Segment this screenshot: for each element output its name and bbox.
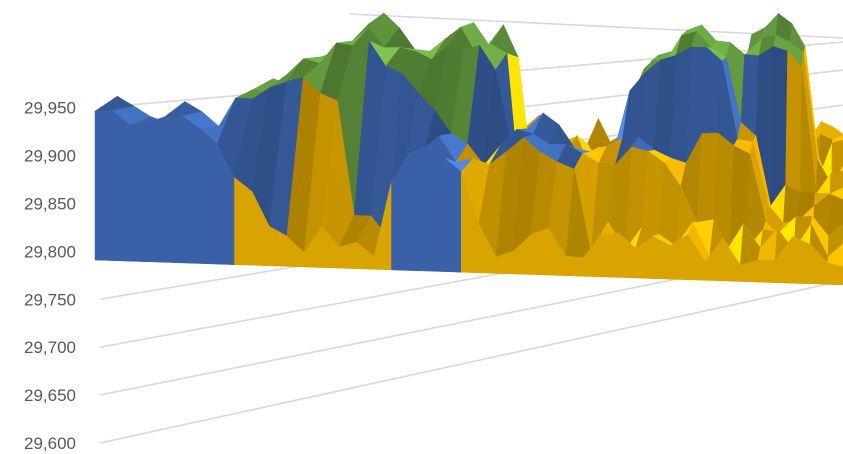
y-tick-label: 29,650 xyxy=(24,386,76,405)
surface-skirt xyxy=(129,122,148,262)
surface-cell xyxy=(785,50,803,194)
surface-skirt xyxy=(94,110,113,261)
y-tick-label: 29,900 xyxy=(24,147,76,166)
surface-skirt xyxy=(600,232,619,278)
surface-cell xyxy=(770,46,789,207)
surface-skirt xyxy=(147,116,166,263)
surface-skirt xyxy=(792,236,811,285)
y-axis: 29,600 29,650 29,700 29,750 29,800 29,850 29,9… xyxy=(24,99,76,453)
surface-plot xyxy=(93,12,843,286)
surface-skirt xyxy=(199,127,218,265)
surface-skirt xyxy=(565,255,584,277)
surface-skirt xyxy=(757,259,776,283)
y-tick-label: 29,700 xyxy=(24,338,76,357)
surface-skirt xyxy=(338,241,357,269)
surface-skirt xyxy=(426,146,445,272)
surface-skirt xyxy=(827,262,843,286)
surface-skirt xyxy=(181,115,200,264)
surface-skirt xyxy=(408,146,427,272)
y-tick-label: 29,800 xyxy=(24,242,76,261)
surface-skirt xyxy=(530,227,549,276)
y-tick-label: 29,600 xyxy=(24,434,76,453)
y-tick-label: 29,850 xyxy=(24,194,76,213)
y-tick-label: 29,750 xyxy=(24,290,76,309)
surface-skirt xyxy=(443,157,462,273)
surface-skirt xyxy=(112,110,131,262)
gridline xyxy=(99,279,843,444)
y-tick-label: 29,950 xyxy=(24,99,76,118)
surface-skirt xyxy=(234,176,253,266)
surface-skirt xyxy=(164,116,183,264)
